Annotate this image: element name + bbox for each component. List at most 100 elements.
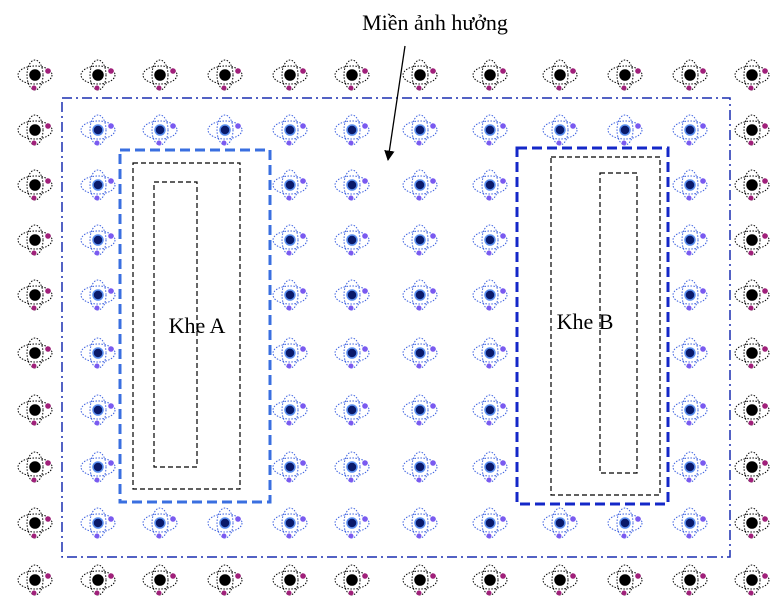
nucleus <box>155 575 165 585</box>
nucleus <box>93 462 103 472</box>
nucleus <box>155 518 165 528</box>
electron <box>157 86 162 91</box>
electron <box>300 68 306 74</box>
electron <box>108 233 114 239</box>
nucleus <box>685 70 695 80</box>
electron <box>287 591 292 596</box>
nucleus <box>93 235 103 245</box>
electron <box>362 516 368 522</box>
electron <box>622 591 627 596</box>
nucleus <box>415 180 425 190</box>
nucleus <box>685 518 695 528</box>
nucleus <box>30 575 40 585</box>
nucleus <box>93 70 103 80</box>
electron <box>108 346 114 352</box>
electron <box>300 346 306 352</box>
nucleus <box>347 125 357 135</box>
electron <box>222 591 227 596</box>
nucleus <box>415 462 425 472</box>
nucleus <box>155 125 165 135</box>
electron <box>45 573 51 579</box>
nucleus <box>485 462 495 472</box>
electron <box>108 516 114 522</box>
electron <box>500 516 506 522</box>
electron <box>45 288 51 294</box>
electron <box>430 178 436 184</box>
electron <box>300 178 306 184</box>
electron <box>362 573 368 579</box>
nucleus <box>685 235 695 245</box>
nucleus <box>347 518 357 528</box>
electron <box>700 403 706 409</box>
electron <box>500 233 506 239</box>
electron <box>500 178 506 184</box>
nucleus <box>347 348 357 358</box>
electron <box>170 123 176 129</box>
slit-b-label: Khe B <box>557 309 614 334</box>
nucleus <box>485 575 495 585</box>
electron <box>557 534 562 539</box>
electron <box>762 460 768 466</box>
electron <box>349 196 354 201</box>
nucleus <box>155 70 165 80</box>
electron <box>430 233 436 239</box>
nucleus <box>685 462 695 472</box>
electron <box>32 591 37 596</box>
nucleus <box>685 405 695 415</box>
nucleus <box>220 125 230 135</box>
electron <box>362 123 368 129</box>
electron <box>749 478 754 483</box>
electron <box>417 591 422 596</box>
nucleus <box>620 125 630 135</box>
electron <box>95 591 100 596</box>
nucleus <box>285 405 295 415</box>
electron <box>417 364 422 369</box>
nucleus <box>347 235 357 245</box>
electron <box>235 68 241 74</box>
electron <box>700 573 706 579</box>
electron <box>749 196 754 201</box>
nucleus <box>30 235 40 245</box>
electron <box>300 233 306 239</box>
electron <box>95 364 100 369</box>
electron <box>687 306 692 311</box>
electron <box>95 251 100 256</box>
nucleus <box>347 462 357 472</box>
electron <box>700 233 706 239</box>
electron <box>95 86 100 91</box>
electron <box>300 573 306 579</box>
electron <box>430 403 436 409</box>
nucleus <box>415 405 425 415</box>
electron <box>749 306 754 311</box>
annotation: Miền ảnh hưởng <box>362 10 508 35</box>
nucleus <box>747 180 757 190</box>
nucleus <box>347 405 357 415</box>
electron <box>300 516 306 522</box>
electron <box>687 364 692 369</box>
electron <box>430 288 436 294</box>
electron <box>570 123 576 129</box>
electron <box>635 123 641 129</box>
electron <box>95 306 100 311</box>
electron <box>417 251 422 256</box>
electron <box>45 460 51 466</box>
electron <box>235 516 241 522</box>
electron <box>32 86 37 91</box>
electron <box>762 288 768 294</box>
electron <box>500 460 506 466</box>
electron <box>417 196 422 201</box>
nucleus <box>285 180 295 190</box>
electron <box>349 306 354 311</box>
electron <box>170 573 176 579</box>
nucleus <box>30 348 40 358</box>
nucleus <box>685 180 695 190</box>
nucleus <box>93 125 103 135</box>
electron <box>362 403 368 409</box>
electron <box>362 346 368 352</box>
electron <box>417 421 422 426</box>
electron <box>635 573 641 579</box>
electron <box>45 123 51 129</box>
nucleus <box>30 405 40 415</box>
nucleus <box>747 125 757 135</box>
diagram: Khe A Khe B Miền ảnh hưởng <box>0 0 773 599</box>
